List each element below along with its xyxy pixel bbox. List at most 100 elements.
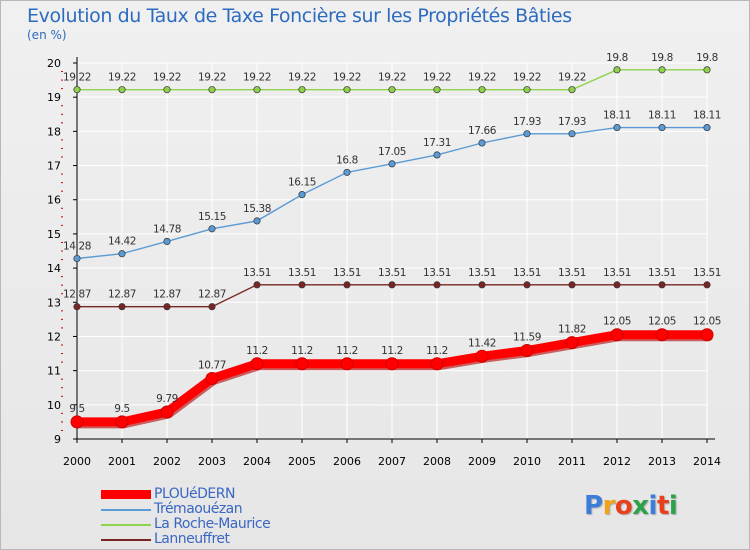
legend-swatch — [101, 490, 151, 499]
data-point — [118, 86, 126, 94]
data-point — [565, 336, 579, 350]
data-label: 19.8 — [606, 52, 628, 64]
legend-swatch — [101, 524, 151, 526]
data-label: 19.8 — [696, 52, 718, 64]
legend-swatch — [101, 539, 151, 541]
data-label: 18.11 — [648, 110, 676, 122]
data-point — [523, 281, 531, 289]
data-label: 12.87 — [198, 289, 226, 301]
data-point — [700, 328, 714, 342]
brand-letter: o — [614, 491, 633, 521]
data-label: 19.22 — [108, 72, 136, 84]
data-label: 9.5 — [69, 403, 85, 415]
data-label: 11.2 — [246, 345, 268, 357]
data-point — [298, 86, 306, 94]
data-label: 19.8 — [651, 52, 673, 64]
y-tick-label: 11 — [47, 365, 61, 378]
data-point — [568, 281, 576, 289]
y-tick-label: 18 — [47, 125, 61, 138]
data-label: 19.22 — [513, 72, 541, 84]
data-label: 9.79 — [156, 393, 178, 405]
data-label: 13.51 — [243, 267, 271, 279]
y-tick-label: 9 — [54, 433, 61, 446]
data-point — [160, 405, 174, 419]
x-tick-label: 2009 — [468, 455, 496, 468]
data-label: 12.05 — [648, 316, 676, 328]
data-point — [568, 130, 576, 138]
data-label: 19.22 — [243, 72, 271, 84]
data-point — [343, 281, 351, 289]
data-point — [568, 86, 576, 94]
chart-subtitle: (en %) — [27, 28, 67, 42]
brand-letter: r — [602, 491, 616, 521]
data-point — [253, 86, 261, 94]
data-point — [70, 415, 84, 429]
data-label: 14.28 — [63, 241, 91, 253]
y-tick-label: 15 — [47, 228, 61, 241]
data-label: 13.51 — [603, 267, 631, 279]
data-point — [343, 168, 351, 176]
y-tick-label: 10 — [47, 399, 61, 412]
legend-label: La Roche-Maurice — [154, 516, 271, 532]
x-tick-label: 2002 — [153, 455, 181, 468]
data-point — [658, 66, 666, 74]
series-layer — [70, 66, 714, 429]
data-point — [520, 343, 534, 357]
data-point — [205, 371, 219, 385]
data-label: 13.51 — [423, 267, 451, 279]
data-point — [388, 86, 396, 94]
data-label: 13.51 — [558, 267, 586, 279]
data-point — [430, 357, 444, 371]
data-point — [610, 328, 624, 342]
data-label: 15.38 — [243, 203, 271, 215]
data-label: 19.22 — [288, 72, 316, 84]
data-point — [250, 357, 264, 371]
legend-label: Trémaouézan — [154, 501, 243, 517]
data-label: 19.22 — [558, 72, 586, 84]
brand-letter: x — [632, 491, 649, 521]
data-point — [703, 66, 711, 74]
data-point — [478, 281, 486, 289]
data-point — [475, 349, 489, 363]
data-label: 13.51 — [693, 267, 721, 279]
data-label: 18.11 — [693, 110, 721, 122]
brand-letter: t — [656, 491, 669, 521]
y-tick-label: 19 — [47, 91, 61, 104]
y-tick-label: 13 — [47, 296, 61, 309]
x-tick-label: 2000 — [63, 455, 91, 468]
data-point — [208, 86, 216, 94]
data-label: 13.51 — [333, 267, 361, 279]
data-label: 11.2 — [291, 345, 313, 357]
x-tick-label: 2013 — [648, 455, 676, 468]
data-point — [340, 357, 354, 371]
data-point — [295, 357, 309, 371]
data-label: 13.51 — [648, 267, 676, 279]
data-label: 13.51 — [378, 267, 406, 279]
data-label: 13.51 — [468, 267, 496, 279]
x-tick-label: 2014 — [693, 455, 721, 468]
data-label: 16.15 — [288, 177, 316, 189]
x-tick-label: 2008 — [423, 455, 451, 468]
y-tick-label: 17 — [47, 160, 61, 173]
data-point — [253, 281, 261, 289]
x-tick-label: 2003 — [198, 455, 226, 468]
data-point — [73, 254, 81, 263]
data-point — [163, 86, 171, 94]
x-tick-label: 2011 — [558, 455, 586, 468]
data-point — [658, 124, 666, 132]
data-label: 17.93 — [558, 116, 586, 128]
data-point — [655, 328, 669, 342]
data-point — [523, 86, 531, 94]
data-label: 19.22 — [153, 72, 181, 84]
data-point — [163, 303, 171, 311]
data-label: 16.8 — [336, 154, 358, 166]
data-point — [73, 86, 81, 94]
data-label: 12.05 — [693, 316, 721, 328]
y-tick-label: 20 — [47, 57, 61, 70]
data-point — [253, 217, 261, 225]
data-label: 19.22 — [63, 72, 91, 84]
data-point — [118, 303, 126, 311]
data-label: 12.87 — [108, 289, 136, 301]
